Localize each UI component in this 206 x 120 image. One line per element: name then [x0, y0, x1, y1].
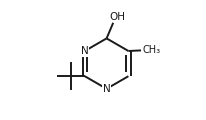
- Text: N: N: [103, 84, 110, 94]
- Text: N: N: [81, 46, 89, 56]
- Text: OH: OH: [109, 12, 125, 22]
- Text: CH₃: CH₃: [143, 45, 161, 55]
